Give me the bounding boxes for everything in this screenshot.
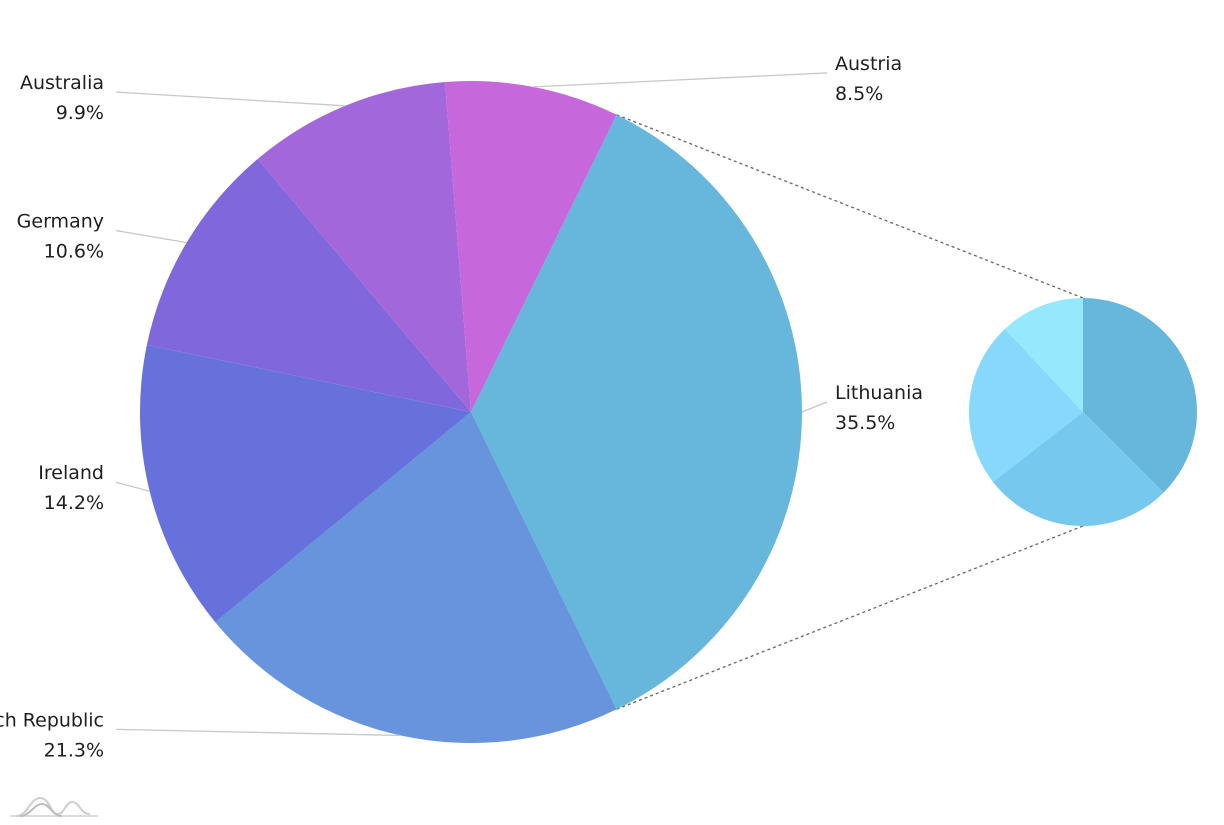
breakdown-slice-3[interactable] [968, 328, 1083, 482]
pie-slice-ireland[interactable] [140, 344, 472, 623]
slice-label-percent: 8.5% [835, 83, 883, 105]
slice-label-name: Australia [20, 72, 104, 94]
slice-label-name: Ireland [38, 462, 104, 484]
slice-label-percent: 14.2% [44, 492, 104, 514]
leader-line [532, 72, 828, 88]
leader-line [801, 401, 828, 413]
slice-labels: Lithuania 35.5% Czech Republic 21.3% Ireland… [0, 53, 923, 762]
leader-line [115, 481, 150, 492]
slice-label-name: Germany [17, 211, 104, 233]
leader-line [115, 91, 346, 107]
slice-label-percent: 21.3% [44, 739, 104, 761]
pie-slice-australia[interactable] [257, 82, 471, 413]
pie-slice-lithuania[interactable] [471, 114, 803, 710]
slice-label-percent: 9.9% [56, 102, 104, 124]
slice-label-percent: 35.5% [835, 412, 895, 434]
pie-slice-germany[interactable] [146, 158, 471, 412]
breakdown-pie [968, 298, 1197, 527]
slice-label-name: Austria [835, 53, 902, 75]
slice-label-name: Czech Republic [0, 709, 104, 731]
label-leader-lines [115, 72, 828, 737]
slice-label-percent: 10.6% [44, 241, 104, 263]
pie-slice-austria[interactable] [445, 80, 617, 413]
breakdown-slice-4[interactable] [1004, 298, 1083, 412]
breakdown-slice-2[interactable] [992, 412, 1164, 527]
chart-logo-icon [10, 796, 98, 817]
leader-line [115, 229, 187, 244]
pie-slice-czech-republic[interactable] [215, 412, 617, 744]
main-pie [140, 80, 803, 744]
breakdown-slice-1[interactable] [1083, 298, 1197, 493]
slice-label-name: Lithuania [835, 382, 923, 404]
leader-line [115, 728, 401, 737]
